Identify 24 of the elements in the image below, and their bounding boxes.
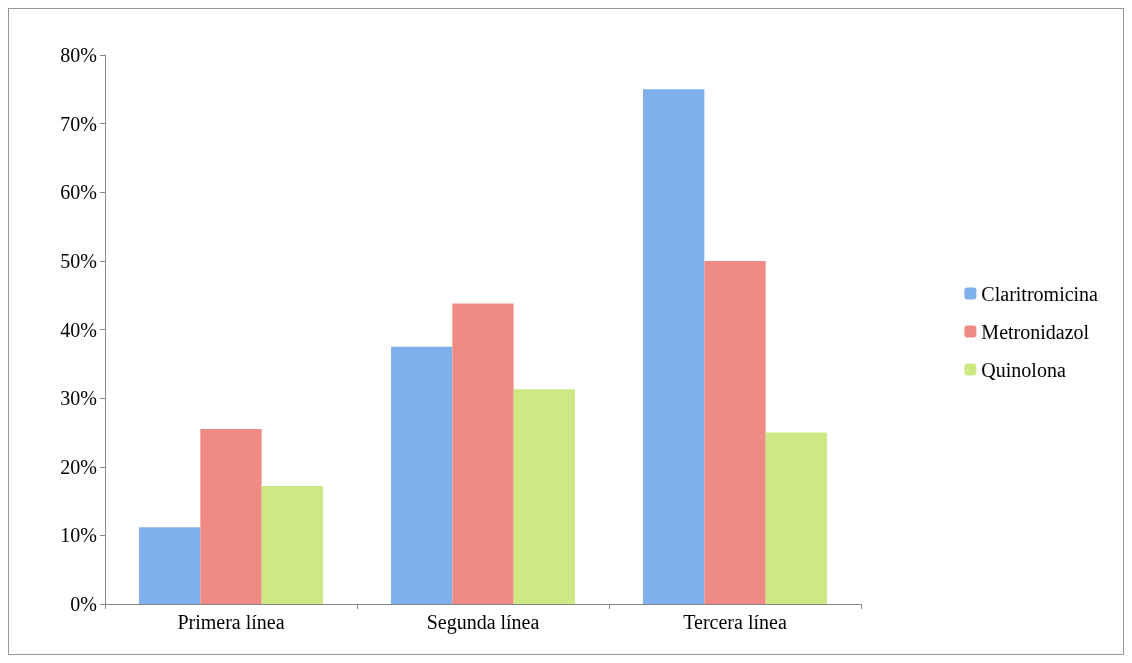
bar bbox=[513, 389, 575, 604]
bar bbox=[200, 429, 262, 604]
y-tick-label: 60% bbox=[60, 181, 97, 204]
legend-label: Quinolona bbox=[981, 358, 1066, 381]
bar bbox=[765, 432, 827, 604]
legend-label: Metronidazol bbox=[981, 320, 1090, 343]
bar bbox=[391, 346, 453, 604]
x-tick-label: Primera línea bbox=[177, 611, 285, 633]
bar bbox=[261, 485, 323, 604]
y-tick-label: 80% bbox=[60, 44, 97, 66]
bar bbox=[643, 89, 705, 604]
y-tick-label: 20% bbox=[60, 455, 97, 478]
y-tick-label: 10% bbox=[60, 524, 97, 547]
y-tick-label: 70% bbox=[60, 112, 97, 135]
legend-label: Claritromicina bbox=[981, 282, 1099, 305]
y-tick-label: 40% bbox=[60, 318, 97, 341]
y-tick-label: 30% bbox=[60, 387, 97, 410]
bar bbox=[139, 527, 201, 604]
y-tick-label: 50% bbox=[60, 249, 97, 272]
x-tick-label: Tercera línea bbox=[683, 611, 787, 633]
x-tick-label: Segunda línea bbox=[426, 611, 540, 634]
bar bbox=[452, 303, 514, 604]
y-tick-label: 0% bbox=[70, 593, 97, 615]
bar bbox=[704, 260, 766, 604]
